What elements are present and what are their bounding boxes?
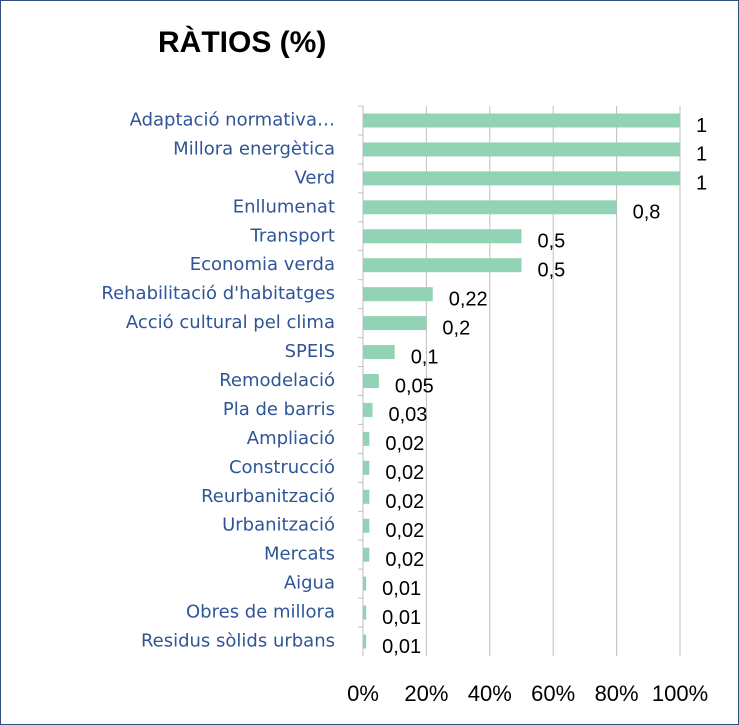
chart-title: RÀTIOS (%) xyxy=(158,25,326,59)
x-tick-label: 80% xyxy=(595,681,639,706)
y-tick-label: Economia verda xyxy=(190,254,335,275)
bar xyxy=(363,229,522,244)
value-label: 0,02 xyxy=(385,549,424,571)
value-label: 0,22 xyxy=(449,288,488,310)
y-tick-label: Mercats xyxy=(264,544,335,565)
bar xyxy=(363,171,680,186)
x-tick-label: 40% xyxy=(468,681,512,706)
y-tick-label: Reurbanització xyxy=(201,486,335,507)
value-label: 1 xyxy=(696,115,707,137)
bar xyxy=(363,316,427,331)
bar xyxy=(363,460,370,475)
value-label: 0,03 xyxy=(389,404,428,426)
value-label: 0,5 xyxy=(538,259,566,281)
bar xyxy=(363,113,680,128)
bar xyxy=(363,402,373,417)
value-label: 1 xyxy=(696,144,707,166)
bar xyxy=(363,518,370,533)
y-tick-label: Transport xyxy=(250,225,335,246)
y-tick-label: Ampliació xyxy=(247,428,335,449)
value-label: 0,01 xyxy=(382,607,421,629)
value-label: 0,5 xyxy=(538,231,566,253)
bar xyxy=(363,287,433,302)
y-tick-label: Adaptació normativa… xyxy=(130,109,335,130)
bar xyxy=(363,576,367,591)
bar xyxy=(363,345,395,360)
bar xyxy=(363,547,370,562)
y-tick-label: SPEIS xyxy=(285,341,335,362)
value-label: 0,02 xyxy=(385,462,424,484)
y-tick-label: Acció cultural pel clima xyxy=(126,312,335,333)
value-label: 0,02 xyxy=(385,520,424,542)
bar xyxy=(363,200,617,215)
y-tick-label: Enllumenat xyxy=(233,196,335,217)
y-tick-label: Remodelació xyxy=(219,370,335,391)
bar xyxy=(363,431,370,446)
value-label: 0,05 xyxy=(395,375,434,397)
x-tick-label: 100% xyxy=(652,681,708,706)
value-label: 0,2 xyxy=(442,317,470,339)
bar xyxy=(363,142,680,157)
x-tick-label: 0% xyxy=(347,681,379,706)
y-tick-label: Rehabilitació d'habitatges xyxy=(101,283,335,304)
value-label: 0,02 xyxy=(385,491,424,513)
bar xyxy=(363,634,367,649)
value-label: 0,01 xyxy=(382,636,421,658)
x-tick-label: 60% xyxy=(531,681,575,706)
bar xyxy=(363,258,522,273)
value-label: 1 xyxy=(696,173,707,195)
value-label: 0,01 xyxy=(382,578,421,600)
y-tick-label: Verd xyxy=(295,167,336,188)
value-label: 0,8 xyxy=(633,202,661,224)
y-tick-label: Millora energètica xyxy=(173,138,335,159)
value-label: 0,1 xyxy=(411,346,439,368)
y-tick-label: Residus sòlids urbans xyxy=(141,631,335,652)
y-tick-label: Aigua xyxy=(284,573,335,594)
bar xyxy=(363,605,367,620)
x-tick-label: 20% xyxy=(404,681,448,706)
bar xyxy=(363,489,370,504)
y-tick-label: Construcció xyxy=(229,457,335,478)
y-tick-label: Urbanització xyxy=(222,515,335,536)
bar xyxy=(363,374,379,388)
value-label: 0,02 xyxy=(385,433,424,455)
y-tick-label: Obres de millora xyxy=(186,602,335,623)
y-tick-label: Pla de barris xyxy=(223,399,335,420)
